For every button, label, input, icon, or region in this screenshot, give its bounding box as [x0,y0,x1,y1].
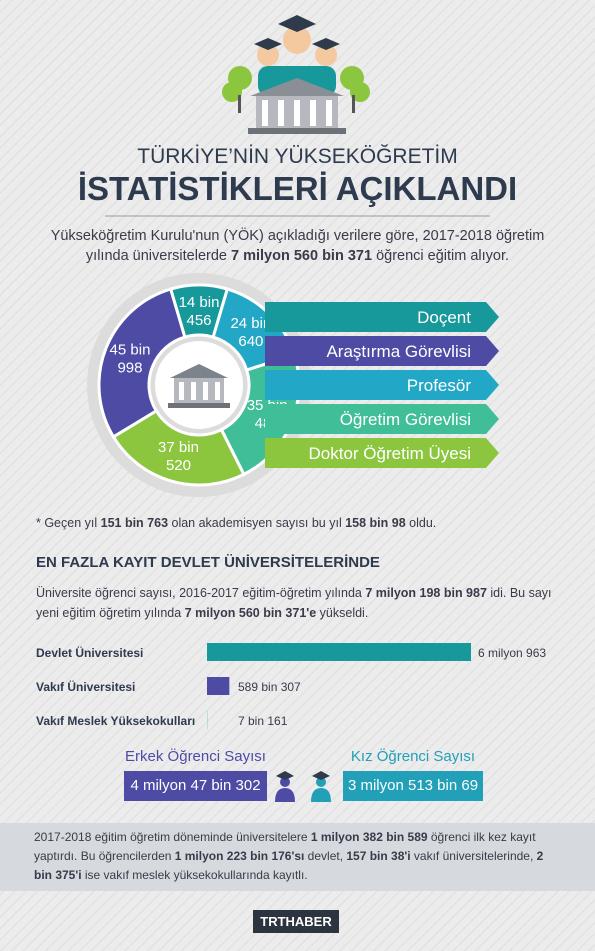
segment-label: 14 bin 456 [179,294,220,329]
bar-category: Devlet Üniversitesi [36,645,143,660]
male-value: 4 milyon 47 bin 302 [130,777,261,794]
legend-key [265,302,499,332]
donut-segment [111,408,246,487]
text: 2 bin 375'i [34,849,544,882]
legend-label: Doktor Öğretim Üyesi [309,444,471,463]
legend-label: Araştırma Görevlisi [326,342,471,361]
intro: Yükseköğretim Kurulu'nun (YÖK) açıkladığ… [40,226,555,266]
legend-key [265,438,499,468]
text: idi. Bu sayı yeni eğitim öğretim yılında [36,586,552,620]
female-label: Kız Öğrenci Sayısı [350,748,476,765]
female-box [343,771,483,801]
bar [207,643,471,661]
text: 7 milyon 198 bin 987 [365,586,487,600]
academic-note: * Geçen yıl 151 bin 763 olan akademisyen… [36,513,436,533]
bar [207,677,230,695]
legend-key [265,336,499,366]
illustration [222,15,370,134]
text: 1 milyon 223 bin 176'sı [174,849,305,863]
bar-title: EN FAZLA KAYIT DEVLET ÜNİVERSİTELERİNDE [36,554,380,571]
text: 157 bin 38'i [346,849,411,863]
text: 7 milyon 560 bin 371 [231,248,373,264]
legend-key [265,404,499,434]
text: 151 bin 763 [100,516,169,530]
bar-category: Vakıf Meslek Yüksekokulları [36,714,195,728]
male-label: Erkek Öğrenci Sayısı [125,748,266,765]
text: devlet, [304,849,347,863]
bar-category: Vakıf Üniversitesi [36,679,135,694]
legend-label: Doçent [417,308,471,327]
legend-key [265,370,499,400]
student-icons [275,771,331,802]
text: yükseldi. [316,606,369,620]
title-line1: TÜRKİYE’NİN YÜKSEKÖĞRETİM [137,145,458,168]
donut-segment [97,287,187,439]
text: 158 bin 98 [345,516,406,530]
text: 7 milyon 560 bin 371'e [184,606,317,620]
text: öğrenci ilk kez kayıt yaptırdı. Bu öğren… [34,830,536,863]
text: * Geçen yıl [36,516,101,530]
text: 1 milyon 382 bin 589 [310,830,428,844]
bar-value-label: 6 milyon 963 [478,646,546,660]
male-box [124,771,267,801]
title-line2: İSTATİSTİKLERİ AÇIKLANDI [77,170,518,207]
logo: TRTHABER [260,914,332,929]
text: öğrenci eğitim alıyor. [372,248,510,264]
segment-label: 24 bin 640 [230,315,271,350]
segment-label: 45 bin 998 [110,341,151,376]
footer-note: 2017-2018 eğitim öğretim döneminde ünive… [34,828,564,885]
bar-value-label: 589 bin 307 [238,680,301,694]
text: oldu. [405,516,437,530]
building-icon [168,364,230,408]
bar-note: Üniversite öğrenci sayısı, 2016-2017 eği… [36,583,561,623]
text: Yükseköğretim Kurulu'nun (YÖK) açıkladığ… [50,228,545,264]
text: 2017-2018 eğitim öğretim döneminde ünive… [34,830,311,844]
text: Üniversite öğrenci sayısı, 2016-2017 eği… [36,586,366,600]
text: olan akademisyen sayısı bu yıl [168,516,346,530]
legend-label: Profesör [407,376,472,395]
text: vakıf üniversitelerinde, [410,849,537,863]
legend-label: Öğretim Görevlisi [340,410,471,429]
segment-label: 37 bin 520 [158,439,199,474]
text: ise vakıf meslek yüksekokullarında kayıt… [81,868,308,882]
female-value: 3 milyon 513 bin 69 [347,777,479,794]
bar-value-label: 7 bin 161 [238,714,288,728]
